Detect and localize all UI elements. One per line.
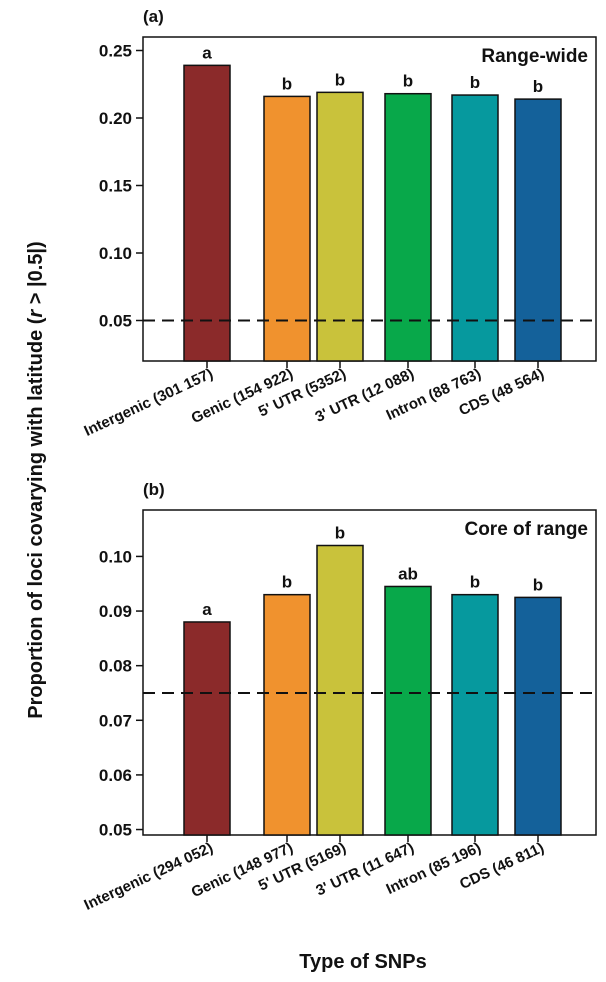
panel-label: (a) <box>143 7 164 26</box>
significance-label: b <box>335 70 345 89</box>
bar <box>384 585 432 836</box>
x-tick-label: Intergenic (294 052) <box>82 839 216 914</box>
y-tick-label: 0.10 <box>99 547 132 566</box>
bar <box>316 544 364 836</box>
bar <box>514 596 562 836</box>
y-tick-label: 0.05 <box>99 821 132 840</box>
significance-label: b <box>335 524 345 543</box>
significance-label: a <box>202 600 212 619</box>
y-tick-label: 0.05 <box>99 312 132 331</box>
panel-b: (b) 0.05 0.06 0.07 0.08 0.09 0.10 a Intergenic (… <box>82 480 597 914</box>
bar <box>183 621 231 836</box>
panel-title: Range-wide <box>481 46 588 67</box>
bar <box>451 593 499 836</box>
significance-label: b <box>282 573 292 592</box>
y-tick-label: 0.15 <box>99 177 132 196</box>
significance-label: b <box>403 72 413 91</box>
significance-label: b <box>282 74 292 93</box>
x-axis-title: Type of SNPs <box>299 951 426 973</box>
significance-label: b <box>533 575 543 594</box>
y-tick-label: 0.10 <box>99 244 132 263</box>
panel-title: Core of range <box>464 519 588 540</box>
y-tick-label: 0.06 <box>99 766 132 785</box>
bar <box>183 64 231 362</box>
panel-label: (b) <box>143 480 165 499</box>
y-tick-label: 0.20 <box>99 109 132 128</box>
x-tick-label: Intergenic (301 157) <box>82 365 216 440</box>
y-tick-label: 0.09 <box>99 602 132 621</box>
bar <box>316 91 364 362</box>
panel-a: (a) 0.05 0.10 0.15 0.20 0.25 a Intergenic (301 … <box>82 7 597 440</box>
y-axis-title: Proportion of loci covarying with latitu… <box>25 241 47 718</box>
significance-label: b <box>470 573 480 592</box>
significance-label: a <box>202 43 212 62</box>
plot-frame <box>142 36 597 362</box>
significance-label: b <box>470 73 480 92</box>
bar <box>263 95 311 362</box>
y-tick-label: 0.25 <box>99 42 132 61</box>
bar <box>384 92 432 362</box>
y-tick-label: 0.07 <box>99 711 132 730</box>
y-tick-label: 0.08 <box>99 657 132 676</box>
significance-label: b <box>533 77 543 96</box>
bar <box>263 593 311 836</box>
bar <box>514 98 562 362</box>
plot-frame <box>142 509 597 836</box>
significance-label: ab <box>398 564 418 583</box>
